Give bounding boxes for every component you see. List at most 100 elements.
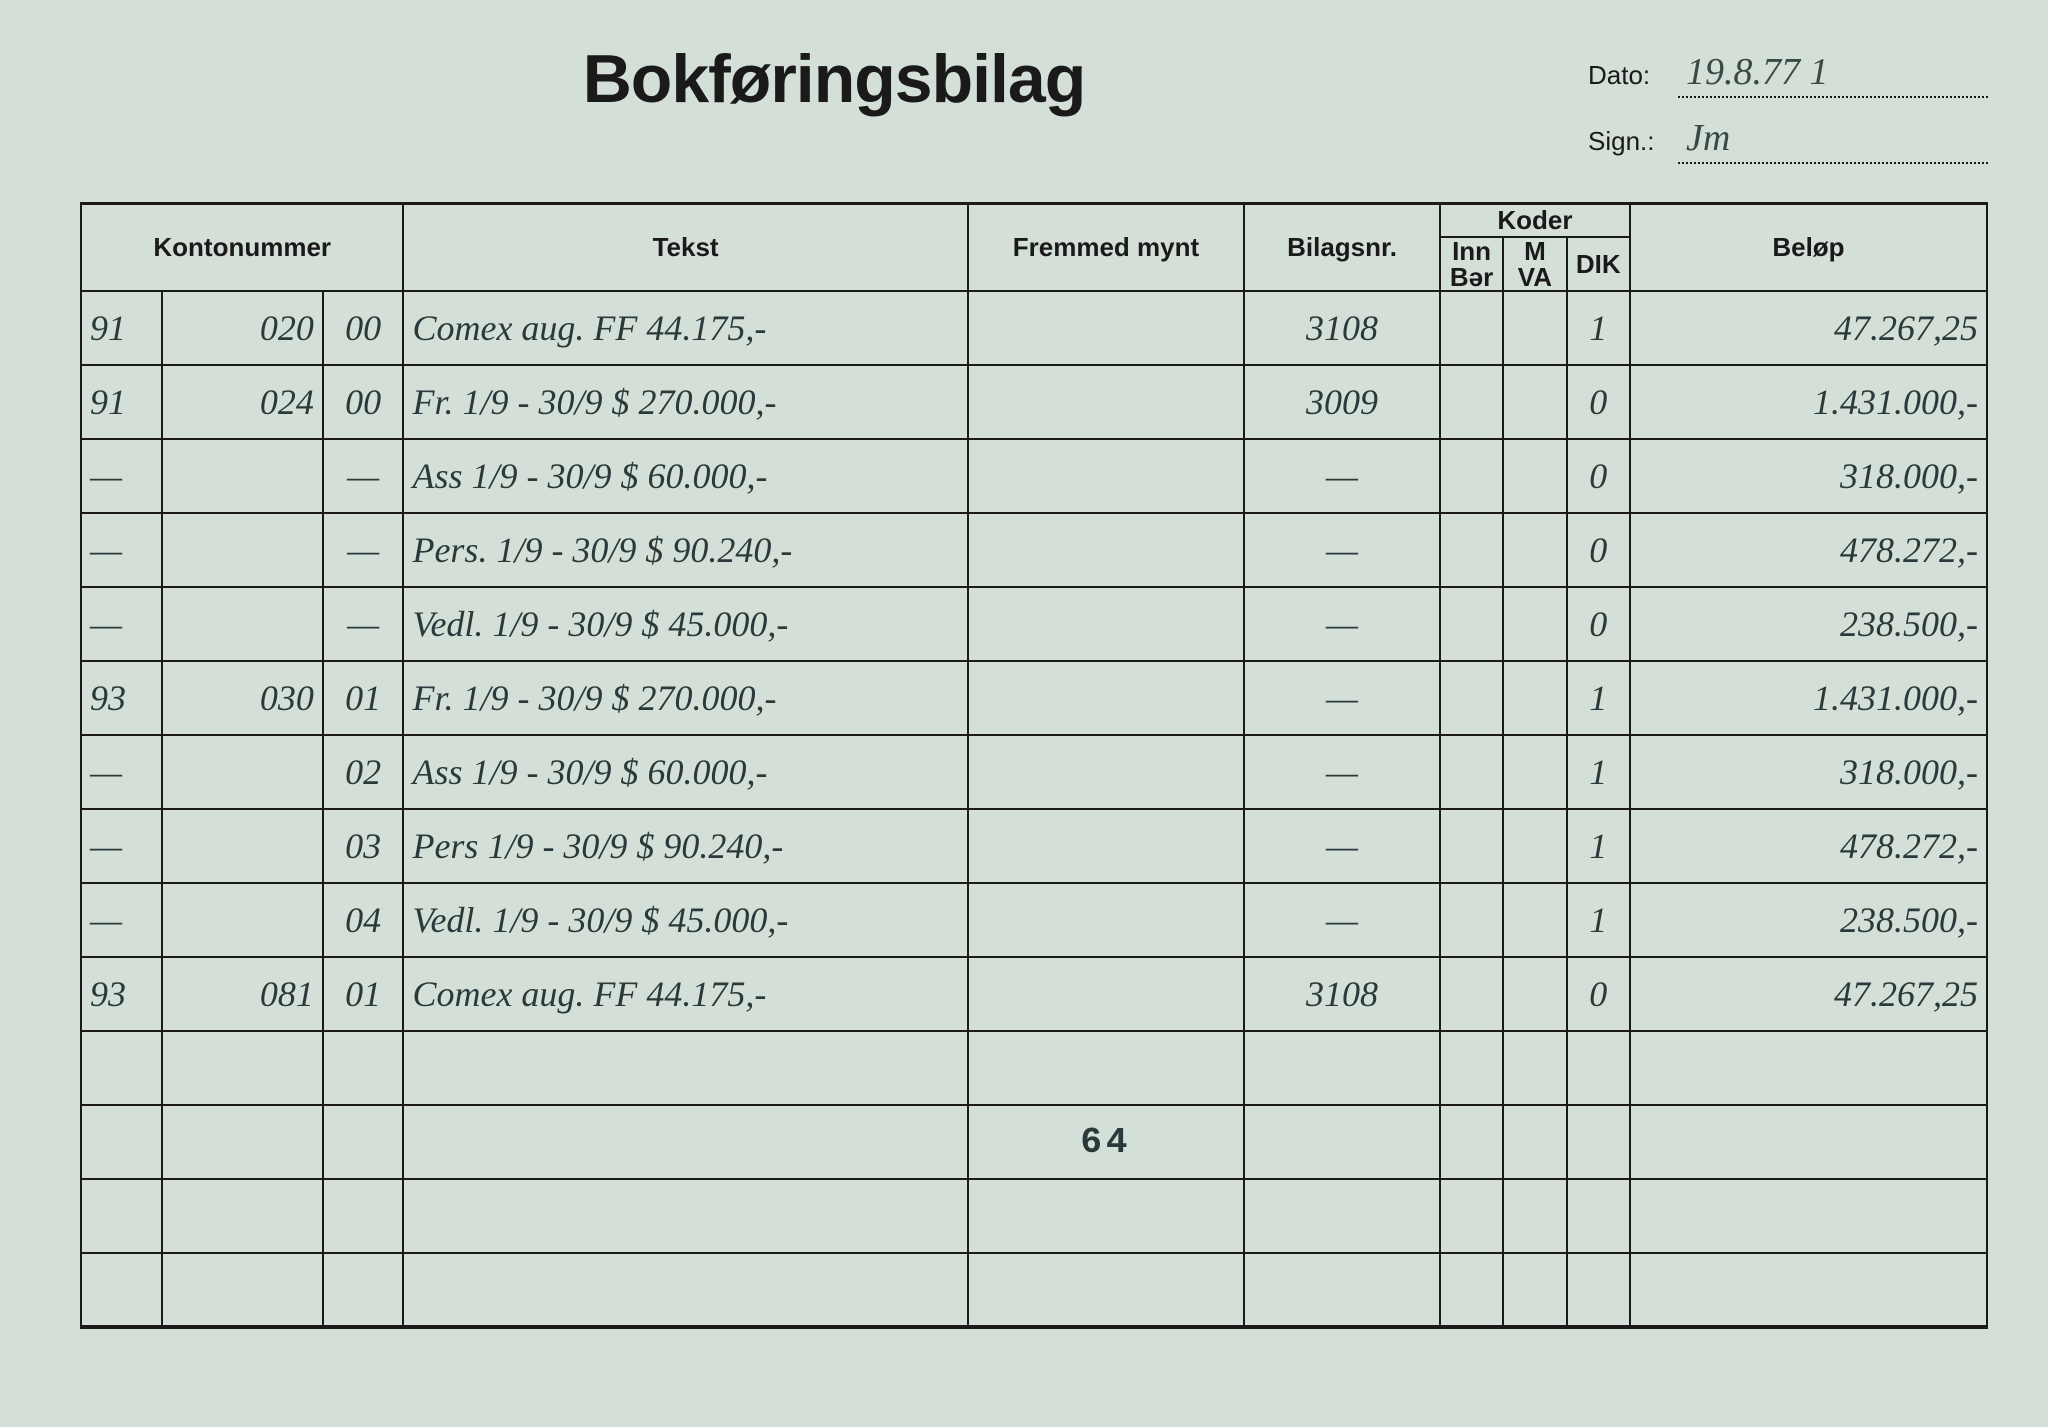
table-cell [162, 439, 323, 513]
table-cell [968, 957, 1244, 1031]
table-cell: 47.267,25 [1630, 957, 1987, 1031]
table-cell [1440, 809, 1503, 883]
table-cell: 024 [162, 365, 323, 439]
table-cell: Fr. 1/9 - 30/9 $ 270.000,- [403, 365, 967, 439]
table-cell [1503, 957, 1566, 1031]
table-cell [1440, 735, 1503, 809]
table-cell: 081 [162, 957, 323, 1031]
ledger-table: Kontonummer Tekst Fremmed mynt Bilagsnr.… [80, 202, 1988, 1329]
table-cell [403, 1031, 967, 1105]
table-cell [1440, 291, 1503, 365]
table-cell [81, 1179, 162, 1253]
table-cell [162, 1253, 323, 1327]
dato-value: 19.8.77 1 [1678, 50, 1988, 98]
table-cell: 91 [81, 291, 162, 365]
table-cell: — [81, 439, 162, 513]
th-belop: Beløp [1630, 204, 1987, 292]
table-cell [968, 291, 1244, 365]
table-row [81, 1179, 1987, 1253]
table-cell: 318.000,- [1630, 735, 1987, 809]
table-cell: Comex aug. FF 44.175,- [403, 957, 967, 1031]
table-cell [162, 513, 323, 587]
table-cell: — [81, 587, 162, 661]
th-koder-inn: Inn Bər [1440, 237, 1503, 291]
table-cell: 1 [1567, 291, 1630, 365]
table-cell: Pers. 1/9 - 30/9 $ 90.240,- [403, 513, 967, 587]
table-cell: 00 [323, 365, 404, 439]
table-cell [1244, 1179, 1440, 1253]
table-cell: — [323, 587, 404, 661]
table-cell: 93 [81, 957, 162, 1031]
table-cell: — [1244, 661, 1440, 735]
table-cell: 030 [162, 661, 323, 735]
table-cell [1440, 439, 1503, 513]
table-row: —04Vedl. 1/9 - 30/9 $ 45.000,-—1238.500,… [81, 883, 1987, 957]
th-koder-dik: DIK [1567, 237, 1630, 291]
table-cell: — [81, 735, 162, 809]
table-cell: Pers 1/9 - 30/9 $ 90.240,- [403, 809, 967, 883]
sign-label: Sign.: [1588, 126, 1678, 157]
table-cell [403, 1253, 967, 1327]
table-cell: 3009 [1244, 365, 1440, 439]
table-row: 64 [81, 1105, 1987, 1179]
table-cell: 04 [323, 883, 404, 957]
sign-row: Sign.: Jm [1588, 116, 1988, 164]
table-cell: — [1244, 809, 1440, 883]
table-cell [968, 513, 1244, 587]
table-cell: 3108 [1244, 291, 1440, 365]
table-cell [1503, 661, 1566, 735]
table-cell: Vedl. 1/9 - 30/9 $ 45.000,- [403, 587, 967, 661]
table-row: 9102000Comex aug. FF 44.175,-3108147.267… [81, 291, 1987, 365]
table-cell: 0 [1567, 587, 1630, 661]
table-cell: — [81, 513, 162, 587]
table-cell [162, 587, 323, 661]
table-cell [968, 587, 1244, 661]
table-cell: 1.431.000,- [1630, 661, 1987, 735]
table-cell [1440, 661, 1503, 735]
table-cell: 1 [1567, 735, 1630, 809]
table-cell [1503, 1105, 1566, 1179]
table-cell [1503, 883, 1566, 957]
table-cell: Comex aug. FF 44.175,- [403, 291, 967, 365]
table-cell: — [1244, 439, 1440, 513]
table-cell [1503, 291, 1566, 365]
table-cell: 02 [323, 735, 404, 809]
table-row: 9308101Comex aug. FF 44.175,-3108047.267… [81, 957, 1987, 1031]
table-cell: 478.272,- [1630, 513, 1987, 587]
table-cell: 01 [323, 957, 404, 1031]
table-cell: — [81, 883, 162, 957]
th-fremmed-mynt: Fremmed mynt [968, 204, 1244, 292]
page-title: Bokføringsbilag [80, 40, 1588, 118]
table-cell [1630, 1253, 1987, 1327]
table-cell: 478.272,- [1630, 809, 1987, 883]
table-cell [1503, 809, 1566, 883]
table-cell: — [1244, 883, 1440, 957]
table-cell [1630, 1105, 1987, 1179]
table-cell: Vedl. 1/9 - 30/9 $ 45.000,- [403, 883, 967, 957]
table-cell [968, 735, 1244, 809]
table-cell [1630, 1031, 1987, 1105]
table-row: 9102400Fr. 1/9 - 30/9 $ 270.000,- 3009 01.… [81, 365, 1987, 439]
table-row: —03Pers 1/9 - 30/9 $ 90.240,-—1478.272,- [81, 809, 1987, 883]
table-cell [323, 1031, 404, 1105]
table-cell: 238.500,- [1630, 883, 1987, 957]
table-row: 9303001Fr. 1/9 - 30/9 $ 270.000,-—11.431… [81, 661, 1987, 735]
table-cell [1503, 587, 1566, 661]
table-cell: 0 [1567, 365, 1630, 439]
table-cell [1567, 1179, 1630, 1253]
table-cell [968, 661, 1244, 735]
table-cell: Fr. 1/9 - 30/9 $ 270.000,- [403, 661, 967, 735]
table-cell: 1.431.000,- [1630, 365, 1987, 439]
table-cell: 91 [81, 365, 162, 439]
table-row: ——Pers. 1/9 - 30/9 $ 90.240,-—0478.272,- [81, 513, 1987, 587]
table-cell: 318.000,- [1630, 439, 1987, 513]
table-row: ——Vedl. 1/9 - 30/9 $ 45.000,-—0238.500,- [81, 587, 1987, 661]
table-cell [1567, 1253, 1630, 1327]
table-cell: — [323, 513, 404, 587]
table-cell: 1 [1567, 809, 1630, 883]
dato-label: Dato: [1588, 60, 1678, 91]
table-cell [1503, 1179, 1566, 1253]
table-cell [968, 1179, 1244, 1253]
table-cell [323, 1253, 404, 1327]
table-cell [1503, 439, 1566, 513]
